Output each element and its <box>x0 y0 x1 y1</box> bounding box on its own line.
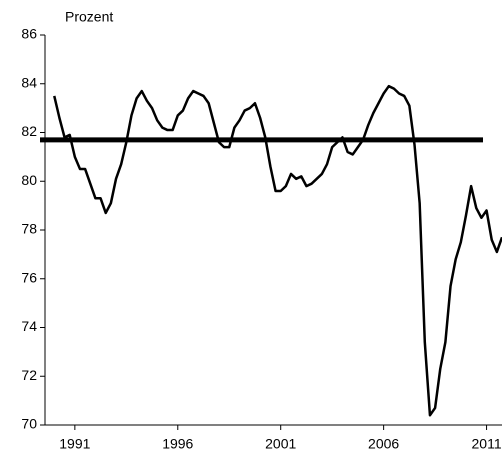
y-tick-label: 86 <box>21 26 37 42</box>
y-tick-label: 80 <box>21 172 37 188</box>
y-tick-label: 84 <box>21 74 37 90</box>
y-axis-label: Prozent <box>65 9 113 25</box>
x-tick-label: 1996 <box>162 436 193 452</box>
y-tick-label: 72 <box>21 367 37 383</box>
x-tick-label: 2006 <box>368 436 399 452</box>
y-tick-label: 82 <box>21 123 37 139</box>
y-tick-label: 74 <box>21 318 37 334</box>
y-tick-label: 70 <box>21 416 37 432</box>
x-tick-label: 2011 <box>472 436 502 452</box>
y-tick-label: 78 <box>21 221 37 237</box>
y-tick-label: 76 <box>21 269 37 285</box>
data-line <box>53 84 502 417</box>
x-tick-label: 2001 <box>265 436 296 452</box>
x-tick-label: 1991 <box>59 436 90 452</box>
